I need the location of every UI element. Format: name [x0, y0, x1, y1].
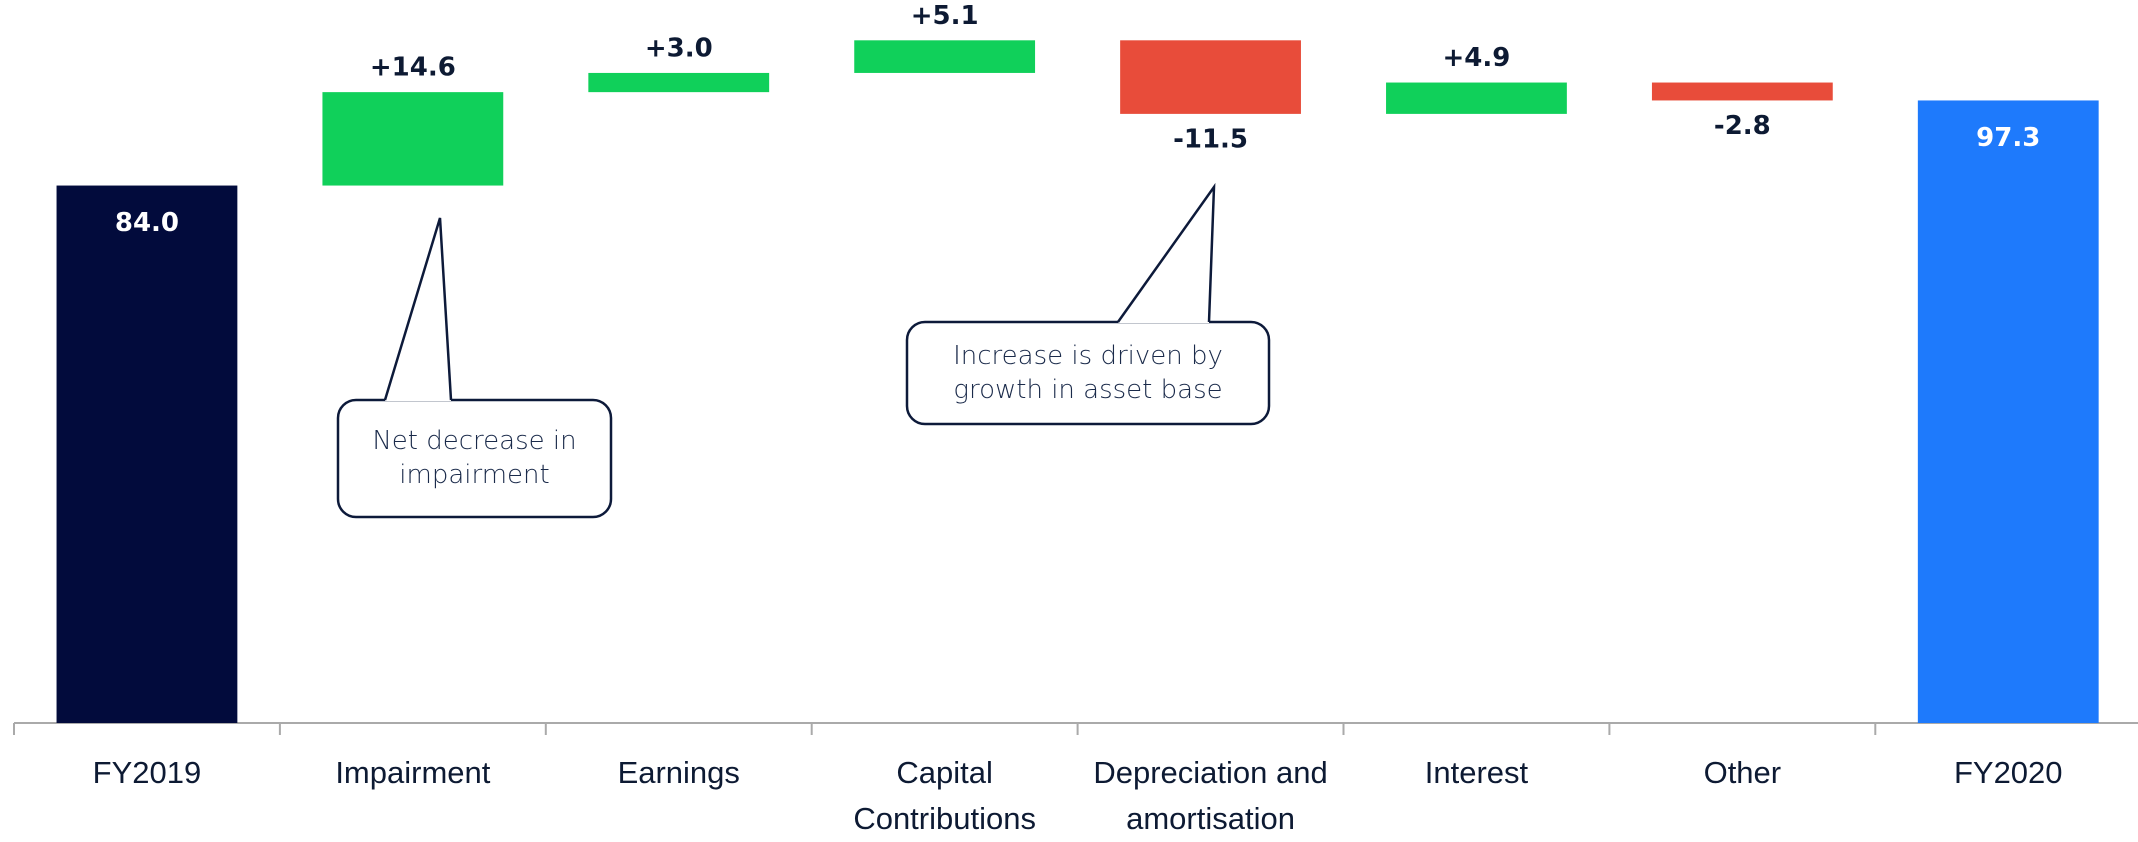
callout-pointer-fill [385, 218, 451, 401]
x-tick-label: Impairment [335, 755, 491, 790]
plot: 84.0 +14.6 +3.0 +5.1 -11.5 +4.9 -2.8 97.3 [13, 1, 2138, 735]
callout-box [905, 320, 1271, 426]
bar [322, 92, 504, 186]
callout-text: Increase is driven by growth in asset ba… [907, 339, 1269, 407]
data-label: +5.1 [911, 1, 979, 31]
bar [588, 72, 770, 93]
data-label: 84.0 [115, 208, 179, 238]
callout-text: Net decrease in impairment [338, 424, 611, 492]
bar [1651, 82, 1833, 101]
x-tick-label: Capital Contributions [853, 755, 1036, 836]
data-label: 97.3 [1976, 123, 2040, 153]
x-tick-label: FY2019 [92, 755, 202, 790]
x-tick-label: Interest [1424, 755, 1529, 790]
data-label: +14.6 [370, 53, 456, 83]
x-tick-label: Other [1703, 755, 1782, 790]
callout-line: Net decrease in [372, 426, 577, 456]
x-tick-label: Earnings [617, 755, 740, 790]
x-tick-label: FY2020 [1953, 755, 2063, 790]
bar [1917, 100, 2099, 723]
callout-line: impairment [399, 460, 550, 490]
callout-pointer [383, 217, 453, 401]
callout-line: Increase is driven by [953, 341, 1223, 371]
callout-box [336, 398, 613, 519]
callouts [336, 182, 1271, 519]
bar [56, 185, 238, 723]
x-tick-label: Depreciation and amortisation [1093, 755, 1328, 836]
callout-line: growth in asset base [953, 375, 1223, 405]
bar [1386, 82, 1567, 114]
bar [854, 40, 1036, 73]
callout-pointer [1116, 182, 1216, 323]
data-label: +3.0 [645, 33, 713, 63]
data-label: +4.9 [1443, 43, 1511, 73]
bar [1120, 40, 1301, 114]
data-label: -11.5 [1173, 124, 1248, 154]
data-label: -2.8 [1714, 111, 1771, 141]
